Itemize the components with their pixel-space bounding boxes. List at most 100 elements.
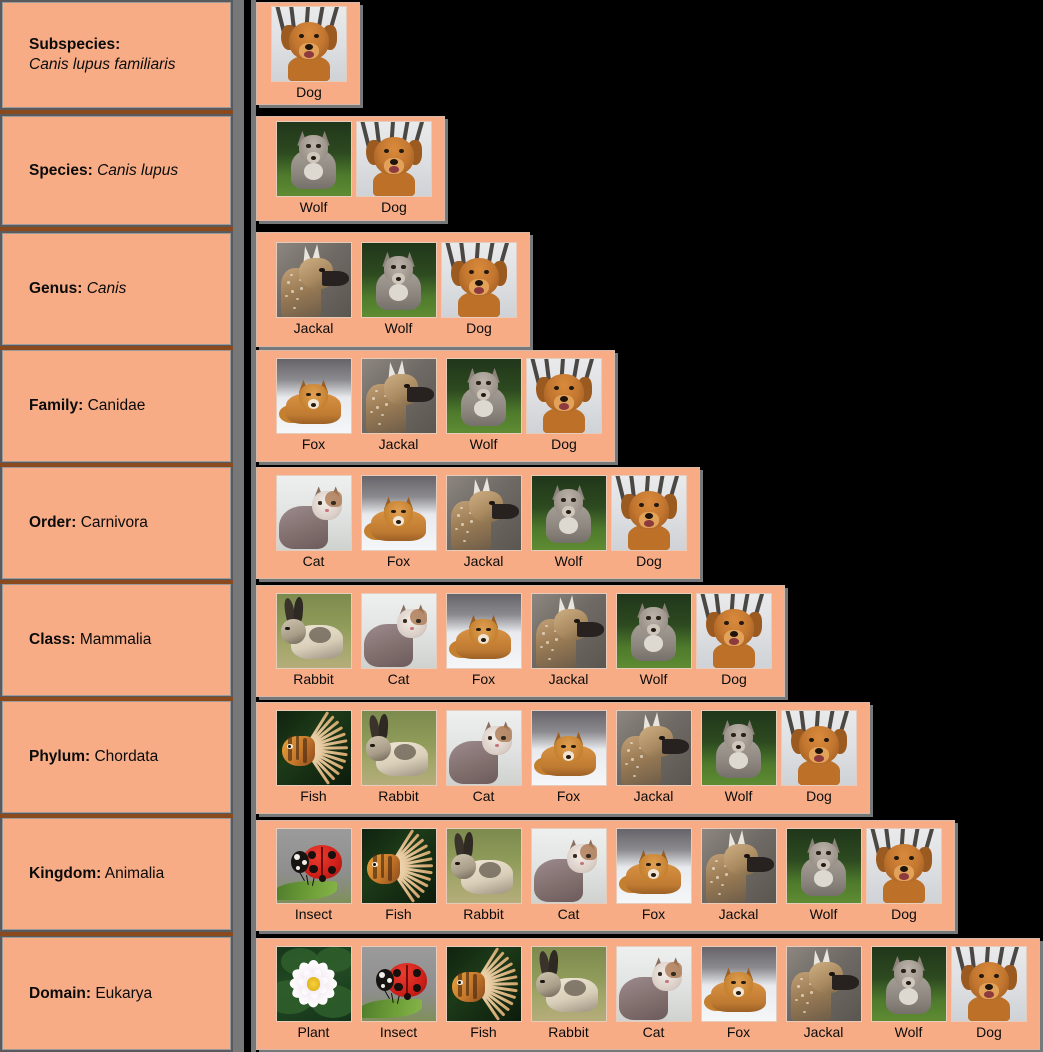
cat-photo [275,475,352,551]
taxon-cell-fox[interactable]: Fox [441,593,526,686]
rank-box-species: Species: Canis lupus [2,116,231,225]
rank-value-family: Canidae [87,397,146,415]
rank-value-order: Carnivora [80,514,148,532]
taxon-cell-fish[interactable]: Fish [441,946,526,1039]
rank-name-species: Species: [29,161,93,179]
taxon-cell-dog[interactable]: Dog [271,6,347,99]
separator-gray-left [233,0,244,1052]
taxon-cell-jackal[interactable]: Jackal [441,475,526,568]
taxon-caption: Dog [976,1024,1002,1040]
taxon-panel-family: Fox Jackal Wolf Dog [256,350,615,462]
taxon-cell-jackal[interactable]: Jackal [611,710,696,803]
taxon-caption: Rabbit [548,1024,589,1040]
taxon-caption: Wolf [469,436,498,452]
taxon-cell-dog[interactable]: Dog [951,946,1027,1039]
taxon-panel-domain: Plant Insect Fish Rabbit Cat Fox Jackal Wolf Dog [256,938,1040,1050]
taxon-cell-fish[interactable]: Fish [271,710,356,803]
taxon-cell-rabbit[interactable]: Rabbit [271,593,356,686]
fish-photo [360,828,437,904]
taxon-caption: Fox [641,906,666,922]
wolf-photo [445,358,522,434]
taxon-caption: Wolf [299,199,328,215]
taxon-cell-cat[interactable]: Cat [356,593,441,686]
rank-value-species: Canis lupus [97,161,179,179]
rank-box-phylum: Phylum: Chordata [2,701,231,813]
dog-photo [696,593,772,669]
taxon-cell-dog[interactable]: Dog [866,828,942,921]
rank-label-genus: Genus: Canis [3,279,134,299]
dog-photo [441,242,517,318]
taxon-caption: Insect [294,906,333,922]
fox-photo [360,475,437,551]
rank-divider-5 [0,697,233,701]
rank-value-phylum: Chordata [94,748,159,766]
fox-photo [615,828,692,904]
taxon-cell-insect[interactable]: Insect [271,828,356,921]
taxon-cell-wolf[interactable]: Wolf [271,121,356,214]
taxon-cell-fox[interactable]: Fox [696,946,781,1039]
taxon-panel-inner: Fox Jackal Wolf Dog [257,351,614,461]
taxon-cell-jackal[interactable]: Jackal [271,242,356,335]
taxon-cell-wolf[interactable]: Wolf [526,475,611,568]
taxon-cell-cat[interactable]: Cat [441,710,526,803]
plant-photo [275,946,352,1022]
taxon-cell-jackal[interactable]: Jackal [781,946,866,1039]
taxon-cell-fish[interactable]: Fish [356,828,441,921]
taxon-caption: Wolf [809,906,838,922]
taxon-cell-wolf[interactable]: Wolf [356,242,441,335]
taxon-panel-subspecies: Dog [256,2,360,105]
dog-photo [356,121,432,197]
taxon-cell-dog[interactable]: Dog [696,593,772,686]
taxon-cell-wolf[interactable]: Wolf [696,710,781,803]
rank-box-class: Class: Mammalia [2,584,231,696]
taxon-cell-fox[interactable]: Fox [611,828,696,921]
taxon-cell-dog[interactable]: Dog [441,242,517,335]
taxon-cell-dog[interactable]: Dog [356,121,432,214]
taxon-caption: Cat [302,553,325,569]
taxon-cell-fox[interactable]: Fox [271,358,356,451]
taxon-cell-plant[interactable]: Plant [271,946,356,1039]
taxon-cell-fox[interactable]: Fox [356,475,441,568]
taxon-cell-jackal[interactable]: Jackal [696,828,781,921]
taxon-caption: Wolf [384,320,413,336]
taxon-cell-jackal[interactable]: Jackal [356,358,441,451]
cat-photo [530,828,607,904]
rank-box-subspecies: Subspecies: Canis lupus familiaris [2,2,231,108]
taxon-caption: Rabbit [293,671,334,687]
fox-photo [530,710,607,786]
taxon-cell-dog[interactable]: Dog [611,475,687,568]
taxon-caption: Jackal [633,788,674,804]
taxon-cell-wolf[interactable]: Wolf [866,946,951,1039]
taxon-caption: Fox [386,553,411,569]
taxon-caption: Jackal [718,906,759,922]
taxon-caption: Jackal [378,436,419,452]
taxon-caption: Insect [379,1024,418,1040]
taxon-caption: Cat [472,788,495,804]
taxon-caption: Fish [300,788,327,804]
fox-photo [275,358,352,434]
jackal-photo [615,710,692,786]
taxon-cell-insect[interactable]: Insect [356,946,441,1039]
taxon-cell-wolf[interactable]: Wolf [611,593,696,686]
wolf-photo [700,710,777,786]
jackal-photo [785,946,862,1022]
taxon-cell-cat[interactable]: Cat [271,475,356,568]
taxon-cell-wolf[interactable]: Wolf [441,358,526,451]
taxon-cell-jackal[interactable]: Jackal [526,593,611,686]
taxon-caption: Fox [726,1024,751,1040]
taxon-cell-rabbit[interactable]: Rabbit [441,828,526,921]
rank-label-family: Family: Canidae [3,396,153,416]
taxon-cell-dog[interactable]: Dog [526,358,602,451]
taxon-cell-rabbit[interactable]: Rabbit [526,946,611,1039]
taxon-cell-rabbit[interactable]: Rabbit [356,710,441,803]
taxon-panel-inner: Fish Rabbit Cat Fox Jackal Wolf Dog [257,703,869,813]
taxon-cell-wolf[interactable]: Wolf [781,828,866,921]
rank-box-domain: Domain: Eukarya [2,937,231,1050]
taxon-caption: Dog [721,671,747,687]
taxon-cell-cat[interactable]: Cat [526,828,611,921]
taxon-cell-fox[interactable]: Fox [526,710,611,803]
taxon-cell-dog[interactable]: Dog [781,710,857,803]
taxon-caption: Dog [466,320,492,336]
taxon-cell-cat[interactable]: Cat [611,946,696,1039]
rank-name-kingdom: Kingdom: [29,865,102,883]
